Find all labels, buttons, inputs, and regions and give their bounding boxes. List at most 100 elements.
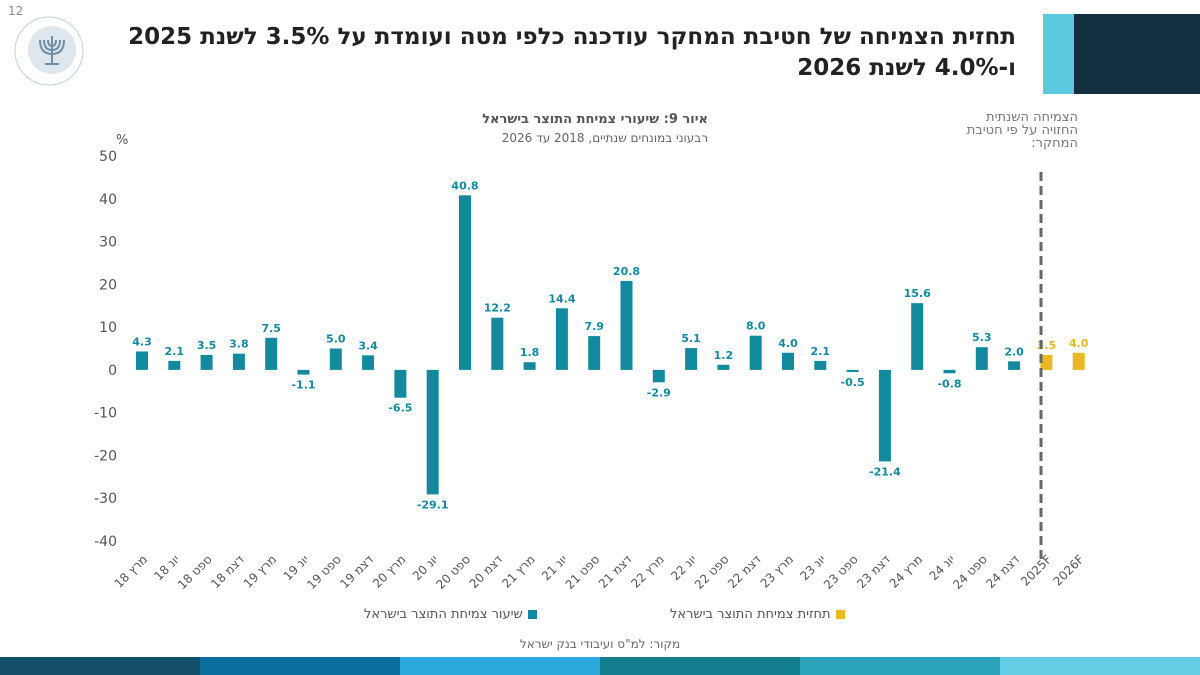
bar <box>426 369 439 495</box>
data-label: 7.5 <box>261 322 281 335</box>
legend-item-forecast: תחזית צמיחת התוצר בישראל <box>670 607 845 622</box>
x-tick-label: מרץ 18 <box>112 552 151 591</box>
data-label: 7.9 <box>584 320 604 333</box>
x-tick-label: דצמ 24 <box>983 552 1022 591</box>
bar <box>814 360 827 370</box>
footer-color-strip <box>0 657 1200 675</box>
y-tick-label: 50 <box>99 149 117 165</box>
footer-segment <box>600 657 800 675</box>
x-tick-label: מרץ 20 <box>370 552 409 591</box>
x-tick-label: דצמ 23 <box>854 552 893 591</box>
legend-swatch-forecast <box>835 610 845 619</box>
legend-item-actual: שיעור צמיחת התוצר בישראל <box>364 607 537 622</box>
data-label: -29.1 <box>417 498 449 511</box>
data-label: 3.8 <box>229 338 249 351</box>
data-label: 40.8 <box>451 179 478 192</box>
data-label: 5.3 <box>972 331 992 344</box>
x-tick-label: מרץ 21 <box>499 552 538 591</box>
bar <box>329 348 342 370</box>
bar <box>943 369 956 374</box>
data-label: 15.6 <box>904 287 931 300</box>
data-label: 1.8 <box>520 346 540 359</box>
data-label: 14.4 <box>548 292 575 305</box>
footer-segment <box>200 657 400 675</box>
data-label: -2.9 <box>647 386 671 399</box>
x-tick-label: ספט 18 <box>175 552 215 592</box>
data-label: 8.0 <box>746 320 766 333</box>
bar <box>297 369 310 375</box>
bar <box>232 353 245 370</box>
x-tick-label: 2025F <box>1018 552 1054 588</box>
data-label: 1.2 <box>714 349 734 362</box>
data-label: -0.8 <box>937 377 961 390</box>
footer-segment <box>0 657 200 675</box>
y-tick-label: 30 <box>99 235 117 251</box>
x-tick-label: ספט 20 <box>433 552 473 592</box>
title-accent-light <box>1043 14 1074 94</box>
x-tick-label: 2026F <box>1050 552 1086 588</box>
bar <box>846 369 859 373</box>
x-tick-label: ספט 21 <box>563 552 603 592</box>
y-tick-label: 40 <box>99 192 117 208</box>
bar <box>782 352 794 370</box>
source-note: מקור: למ"ס ועיבודי בנק ישראל <box>519 637 681 651</box>
bar <box>1040 354 1053 370</box>
x-tick-label: ספט 23 <box>821 552 861 592</box>
bar <box>1008 361 1021 370</box>
page-number: 12 <box>8 4 24 18</box>
y-tick-label: -30 <box>94 491 117 507</box>
x-tick-label: מרץ 19 <box>241 552 280 591</box>
chart-title: איור 9: שיעורי צמיחת התוצר בישראל <box>482 112 708 127</box>
bar <box>878 369 891 462</box>
bar <box>200 354 213 370</box>
bar <box>975 347 988 370</box>
bar <box>620 280 633 370</box>
title-accent-dark <box>1074 14 1200 94</box>
bank-of-israel-logo <box>14 16 84 86</box>
bar <box>588 336 601 370</box>
y-tick-label: -40 <box>94 534 117 550</box>
data-label: -21.4 <box>869 465 901 478</box>
data-label: -1.1 <box>291 379 315 392</box>
x-tick-label: מרץ 23 <box>758 552 797 591</box>
bar <box>136 351 148 370</box>
x-tick-label: דצמ 21 <box>596 552 635 591</box>
bar <box>911 303 924 370</box>
y-tick-label: 10 <box>99 320 117 336</box>
bar <box>1072 352 1085 370</box>
y-tick-label: -20 <box>94 448 117 464</box>
data-label: -0.5 <box>841 376 865 389</box>
y-tick-label: 20 <box>99 277 117 293</box>
legend-swatch-actual <box>527 610 537 619</box>
data-label: 3.4 <box>358 339 378 352</box>
page-title: תחזית הצמיחה של חטיבת המחקר עודכנה כלפי … <box>128 24 1016 81</box>
bar <box>717 364 730 370</box>
data-label: 20.8 <box>613 265 640 278</box>
x-tick-label: ספט 19 <box>304 552 344 592</box>
menorah-icon <box>39 36 65 65</box>
x-tick-label: דצמ 22 <box>725 552 764 591</box>
data-label: 4.0 <box>1069 337 1089 350</box>
bar <box>491 317 504 370</box>
bar <box>685 348 698 370</box>
data-label: 5.0 <box>326 333 346 346</box>
x-tick-label: דצמ 20 <box>467 552 506 591</box>
bar <box>459 195 471 370</box>
x-tick-label: ספט 22 <box>692 552 732 592</box>
forecast-side-note: הצמיחה השנתית החזויה על פי חטיבת המחקר: <box>966 110 1078 151</box>
data-label: 2.0 <box>1004 345 1024 358</box>
x-tick-label: ספט 24 <box>950 552 990 592</box>
bar <box>394 369 407 398</box>
y-axis-unit: % <box>116 133 129 148</box>
data-label: 4.3 <box>132 335 152 348</box>
footer-segment <box>1000 657 1200 675</box>
data-label: 2.1 <box>811 345 831 358</box>
bar <box>265 337 278 370</box>
y-tick-label: 0 <box>108 363 117 379</box>
legend-label-forecast: תחזית צמיחת התוצר בישראל <box>670 607 831 622</box>
footer-segment <box>400 657 600 675</box>
bar <box>168 360 181 370</box>
bar <box>555 308 568 370</box>
x-tick-label: דצמ 19 <box>337 552 376 591</box>
